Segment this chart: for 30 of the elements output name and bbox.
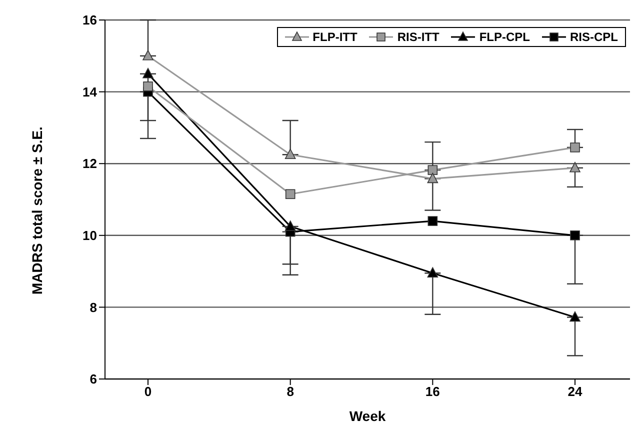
point [284,148,296,160]
point [143,82,153,92]
point [427,267,438,278]
x-axis-title: Week [349,408,386,424]
point [428,165,438,175]
point [142,50,154,60]
x-tick-label: 8 [286,384,294,400]
point [570,142,580,152]
y-axis-title: MADRS total score ± S.E. [28,126,45,294]
point [427,172,438,184]
y-tick-label: 6 [90,372,97,387]
y-tick-label: 12 [82,156,97,172]
y-tick-label: 10 [82,228,97,244]
point [285,189,296,200]
y-tick-label: 14 [82,84,98,100]
legend-label: RIS-ITT [396,30,440,44]
x-tick-label: 24 [568,384,583,400]
point [570,162,580,172]
point [570,230,580,240]
point [142,68,154,78]
point [570,311,580,322]
legend-label: FLP-ITT [312,30,358,44]
y-tick-label: 16 [82,12,97,28]
x-tick-label: 0 [144,384,152,400]
legend-label: RIS-CPL [569,30,618,44]
point [428,216,438,226]
y-tick-label: 8 [90,300,97,315]
x-tick-label: 16 [425,384,440,400]
legend-label: FLP-CPL [478,30,530,44]
point [284,220,296,231]
